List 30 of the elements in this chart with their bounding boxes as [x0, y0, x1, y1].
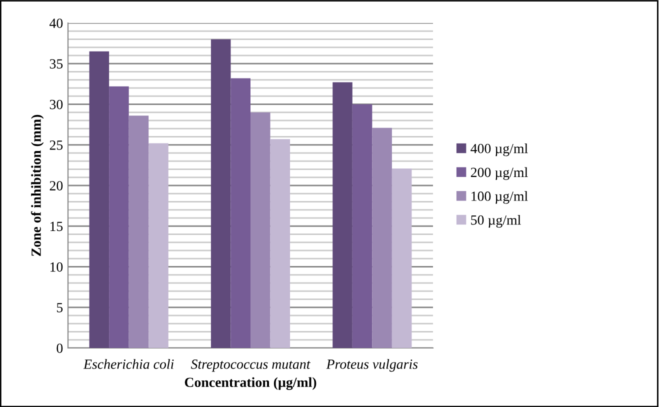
y-tick-label: 10 — [50, 262, 63, 272]
bar — [89, 51, 110, 348]
y-tick-label: 15 — [50, 222, 63, 232]
x-tick-label: Escherichia coli — [83, 359, 174, 369]
y-tick-label: 20 — [50, 181, 63, 190]
y-tick-label: 5 — [57, 303, 63, 312]
legend-label: 200 µg/ml — [470, 167, 528, 180]
legend-label: 50 µg/ml — [471, 214, 521, 228]
bar — [210, 39, 231, 348]
bar — [392, 168, 412, 348]
legend-label: 100 µg/ml — [472, 191, 528, 204]
bar — [128, 116, 149, 348]
bar — [148, 143, 168, 348]
bar — [250, 112, 270, 348]
bar — [332, 82, 352, 348]
y-tick-label: 40 — [50, 18, 63, 28]
bar — [372, 128, 392, 348]
y-tick-label: 30 — [50, 100, 63, 110]
bar — [230, 78, 250, 348]
x-axis-title: Concentration (µg/ml) — [184, 377, 316, 390]
legend-label: 400 µg/ml — [470, 143, 528, 156]
y-tick-label: 25 — [50, 140, 63, 150]
y-tick-label: 35 — [50, 59, 63, 69]
bar — [270, 139, 290, 348]
y-tick-label: 0 — [56, 344, 63, 353]
x-tick-label: Proteus vulgaris — [326, 359, 418, 372]
y-axis-title: Zone of inhibition (mm) — [30, 114, 44, 256]
bar — [109, 86, 129, 348]
x-tick-label: Streptococcus mutant — [190, 360, 310, 372]
bar — [352, 104, 372, 348]
